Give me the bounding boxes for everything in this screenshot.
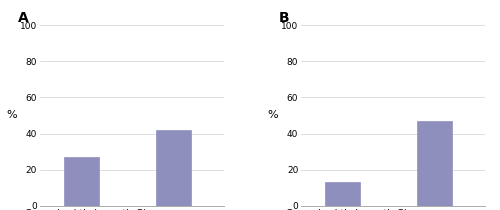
Y-axis label: %: %	[6, 110, 17, 121]
Y-axis label: %: %	[268, 110, 278, 121]
Bar	[417, 121, 452, 206]
Bar	[156, 130, 191, 206]
Text: B: B	[279, 11, 289, 25]
Bar	[64, 157, 99, 206]
Bar	[325, 182, 360, 206]
Text: A: A	[18, 11, 28, 25]
